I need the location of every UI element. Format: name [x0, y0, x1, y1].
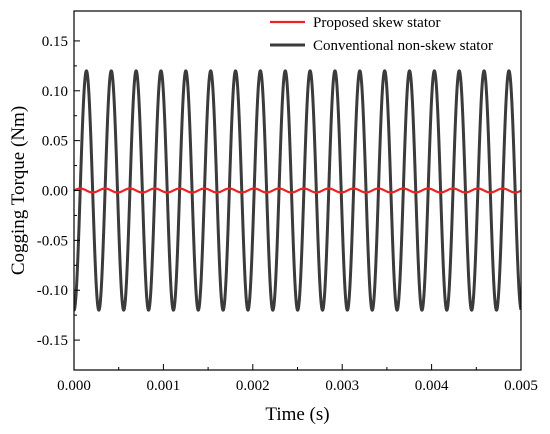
legend-label-proposed: Proposed skew stator	[313, 15, 441, 31]
y-tick-label: 0.00	[42, 184, 68, 200]
y-axis-title: Cogging Torque (Nm)	[8, 106, 29, 275]
x-tick-label: 0.000	[57, 378, 91, 394]
y-tick-label: 0.15	[42, 34, 68, 50]
y-tick-label: -0.05	[37, 233, 68, 249]
x-tick-label: 0.005	[504, 378, 538, 394]
x-tick-label: 0.003	[325, 378, 359, 394]
series-line-proposed	[74, 187, 521, 194]
legend-label-conventional: Conventional non-skew stator	[313, 38, 493, 54]
x-tick-label: 0.002	[236, 378, 270, 394]
y-tick-label: -0.10	[37, 283, 68, 299]
y-tick-label: 0.05	[42, 134, 68, 150]
y-tick-label: -0.15	[37, 333, 68, 349]
y-tick-label: 0.10	[42, 84, 68, 100]
legend: Proposed skew stator Conventional non-sk…	[270, 15, 493, 54]
x-tick-label: 0.004	[415, 378, 449, 394]
series-line-conventional	[74, 69, 521, 312]
x-tick-label: 0.001	[147, 378, 181, 394]
plot-lines	[74, 69, 521, 312]
axis-tick-labels: 0.000 0.001 0.002 0.003 0.004 0.005 -0.15 -0.10…	[37, 34, 538, 394]
axis-ticks	[73, 40, 522, 370]
x-axis-title: Time (s)	[265, 404, 329, 425]
